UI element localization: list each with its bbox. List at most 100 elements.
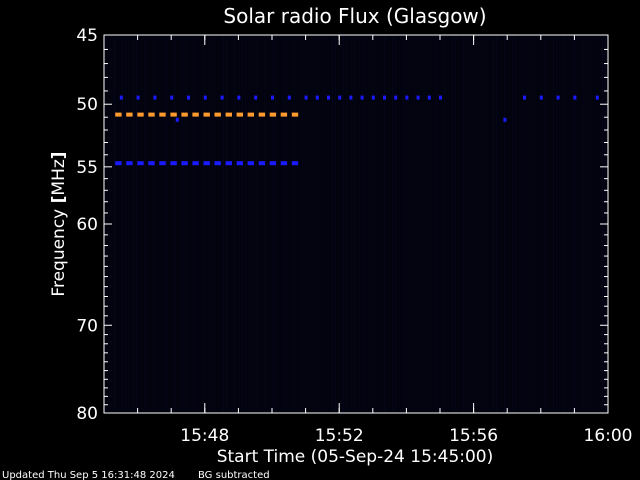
y-tick-label: 60 <box>76 215 98 235</box>
background-streak <box>436 36 437 412</box>
emission-point <box>304 95 308 100</box>
background-streak <box>245 36 246 412</box>
background-streak <box>264 36 265 412</box>
emission-dash <box>192 161 199 166</box>
emission-dash <box>170 161 177 166</box>
background-streak <box>286 36 287 412</box>
emission-point <box>416 95 420 100</box>
background-streak <box>485 36 486 412</box>
emission-point <box>315 95 319 100</box>
emission-dash <box>115 112 122 117</box>
background-streak <box>395 36 396 412</box>
emission-dash <box>258 112 266 117</box>
emission-point <box>349 95 353 100</box>
emission-dash <box>291 161 299 166</box>
background-streak <box>425 36 426 412</box>
background-streak <box>365 36 366 412</box>
background-streak <box>346 36 347 412</box>
background-note: BG subtracted <box>198 470 270 480</box>
emission-point <box>539 95 543 100</box>
background-streak <box>275 36 276 412</box>
background-streak <box>594 36 595 412</box>
emission-dash <box>258 161 266 166</box>
background-streak <box>463 36 464 412</box>
background-streak <box>493 36 494 412</box>
emission-marks <box>115 95 599 166</box>
emission-dash <box>159 112 166 117</box>
emission-dash <box>247 161 254 166</box>
background-streak <box>444 36 445 412</box>
emission-dash <box>280 161 288 166</box>
emission-dash <box>291 112 299 117</box>
emission-point <box>153 95 157 100</box>
emission-point <box>327 95 330 100</box>
emission-dash <box>126 112 133 117</box>
y-tick-label: 50 <box>76 95 98 115</box>
background-streak <box>354 36 355 412</box>
background-streak <box>526 36 527 412</box>
emission-dash <box>269 161 277 166</box>
emission-dash <box>225 112 232 117</box>
background-streak <box>234 36 235 412</box>
background-streak <box>455 36 456 412</box>
y-axis-label-text: Frequency <box>49 203 69 296</box>
background-streak <box>226 36 227 412</box>
emission-point <box>503 117 507 122</box>
background-streak <box>572 36 573 412</box>
background-streak <box>305 36 306 412</box>
emission-point <box>439 95 442 100</box>
emission-dash <box>137 161 144 166</box>
background-streak <box>144 36 145 412</box>
emission-point <box>556 95 560 100</box>
background-streak <box>564 36 565 412</box>
emission-point <box>371 95 375 100</box>
chart-title: Solar radio Flux (Glasgow) <box>223 4 486 28</box>
emission-dash <box>159 161 166 166</box>
background-streak <box>545 36 546 412</box>
emission-dash <box>214 112 221 117</box>
emission-point <box>170 95 174 100</box>
background-streak <box>553 36 554 412</box>
emission-point <box>573 95 577 100</box>
emission-dash <box>280 112 288 117</box>
background-streak <box>182 36 183 412</box>
background-streak <box>482 36 483 412</box>
background-streak <box>155 36 156 412</box>
emission-point <box>119 95 123 100</box>
emission-point <box>136 95 140 100</box>
background-streak <box>272 36 273 412</box>
emission-point <box>220 95 224 100</box>
background-streak <box>242 36 243 412</box>
background-streak <box>575 36 576 412</box>
background-streak <box>163 36 164 412</box>
x-axis: 15:48 15:52 15:56 16:00 <box>137 35 633 446</box>
background-streak <box>392 36 393 412</box>
emission-point <box>254 95 258 100</box>
emission-dash <box>181 161 188 166</box>
background-streak <box>122 36 123 412</box>
emission-dash <box>170 112 177 117</box>
background-streak <box>294 36 295 412</box>
background-streak <box>556 36 557 412</box>
background-streak <box>433 36 434 412</box>
emission-point <box>595 95 599 100</box>
background-streak <box>343 36 344 412</box>
y-axis-label-unit: MHz <box>49 159 69 195</box>
x-tick-label: 15:52 <box>315 426 364 446</box>
emission-dash <box>137 112 144 117</box>
background-streak <box>362 36 363 412</box>
background-streak <box>414 36 415 412</box>
y-tick-label: 45 <box>76 26 98 46</box>
background-streak <box>542 36 543 412</box>
background-streak <box>324 36 325 412</box>
background-streak <box>313 36 314 412</box>
background-streak <box>174 36 175 412</box>
emission-dash <box>225 161 232 166</box>
background-streak <box>504 36 505 412</box>
emission-dash <box>126 161 133 166</box>
background-streak <box>422 36 423 412</box>
y-tick-label: 55 <box>76 158 98 178</box>
background-streak <box>256 36 257 412</box>
emission-dash <box>203 112 210 117</box>
